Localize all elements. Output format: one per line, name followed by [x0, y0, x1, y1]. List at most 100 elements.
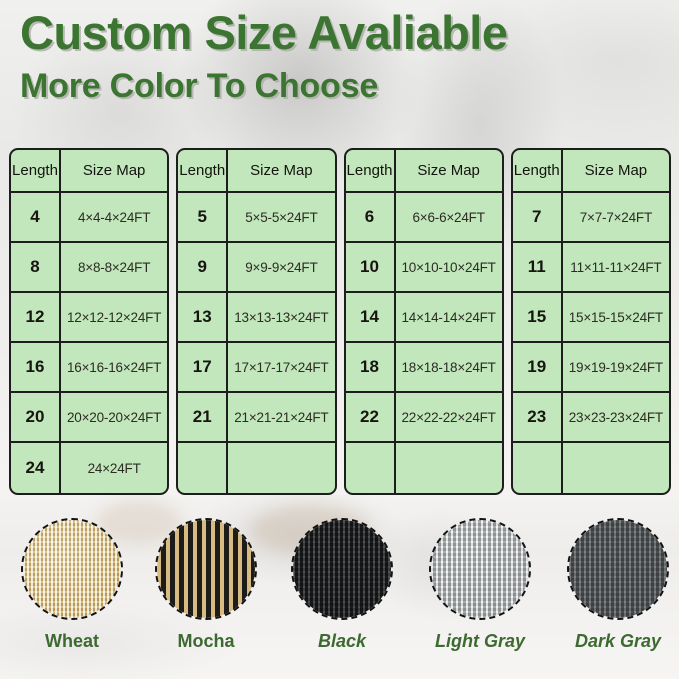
cell-size-map: 9×9-9×24FT: [245, 259, 318, 275]
table-row: 23 23×23-23×24FT: [512, 393, 669, 443]
column-header-length: Length: [178, 150, 229, 191]
table-row: 8 8×8-8×24FT: [11, 243, 168, 293]
cell-size-map: 10×10-10×24FT: [401, 259, 496, 275]
table-row: [346, 443, 502, 493]
size-table: Length Size Map 4 4×4-4×24FT 8 8×8-8×24FT 12 12…: [9, 148, 170, 495]
swatch-circle[interactable]: [21, 518, 123, 620]
color-swatch-item[interactable]: Dark Gray: [548, 518, 679, 652]
fabric-texture-icon: [569, 520, 667, 618]
cell-size-map: [563, 443, 669, 493]
cell-length: [178, 443, 229, 493]
fabric-texture-icon: [431, 520, 529, 618]
cell-length: 24: [11, 443, 61, 493]
size-table: Length Size Map 6 6×6-6×24FT 10 10×10-10×24FT…: [343, 148, 504, 495]
page-subtitle: More Color To Choose: [20, 66, 379, 105]
table-header-row: Length Size Map: [512, 150, 669, 193]
cell-size-map: [228, 443, 334, 493]
cell-length: 8: [11, 243, 61, 291]
cell-size-map: 17×17-17×24FT: [234, 359, 329, 375]
cell-length: 19: [513, 343, 563, 391]
headings-block: Custom Size Avaliable More Color To Choo…: [20, 6, 508, 107]
color-swatch-item[interactable]: Light Gray: [410, 518, 550, 652]
cell-size-map: 19×19-19×24FT: [568, 359, 663, 375]
cell-length: 6: [346, 193, 396, 241]
table-header-row: Length Size Map: [11, 150, 168, 193]
swatch-label: Dark Gray: [574, 631, 662, 651]
swatch-label: Light Gray: [434, 631, 525, 651]
cell-length: [513, 443, 563, 493]
table-row: 20 20×20-20×24FT: [11, 393, 168, 443]
table-row: 18 18×18-18×24FT: [345, 343, 502, 393]
swatch-label: Mocha: [177, 631, 235, 651]
table-row: [513, 443, 669, 493]
table-row: 13 13×13-13×24FT: [178, 293, 335, 343]
cell-size-map: 13×13-13×24FT: [234, 309, 329, 325]
color-swatch-item[interactable]: Black: [272, 518, 412, 652]
color-swatch-item[interactable]: Wheat: [2, 518, 142, 652]
cell-length: [346, 443, 396, 493]
fabric-texture-icon: [293, 520, 391, 618]
table-row: 11 11×11-11×24FT: [512, 243, 669, 293]
cell-size-map: 15×15-15×24FT: [568, 309, 663, 325]
cell-size-map: 22×22-22×24FT: [401, 409, 496, 425]
cell-size-map: 14×14-14×24FT: [401, 309, 496, 325]
column-header-length: Length: [11, 150, 61, 191]
cell-size-map: 12×12-12×24FT: [67, 309, 162, 325]
swatch-circle[interactable]: [291, 518, 393, 620]
table-row: 12 12×12-12×24FT: [11, 293, 168, 343]
cell-length: 9: [178, 243, 229, 291]
cell-length: 11: [513, 243, 563, 291]
page-title: Custom Size Avaliable: [20, 6, 508, 59]
color-swatch-item[interactable]: Mocha: [136, 518, 276, 652]
swatch-circle[interactable]: [429, 518, 531, 620]
table-header-row: Length Size Map: [345, 150, 502, 193]
swatch-label: Wheat: [45, 631, 99, 651]
column-header-size-map: Size Map: [82, 162, 146, 179]
cell-size-map: 4×4-4×24FT: [77, 209, 151, 225]
swatch-circle[interactable]: [155, 518, 257, 620]
cell-length: 14: [346, 293, 396, 341]
cell-size-map: 6×6-6×24FT: [412, 209, 485, 225]
cell-size-map: 21×21-21×24FT: [234, 409, 329, 425]
cell-size-map: 16×16-16×24FT: [67, 359, 162, 375]
fabric-texture-icon: [157, 520, 255, 618]
size-table: Length Size Map 7 7×7-7×24FT 11 11×11-11×24FT…: [510, 148, 671, 495]
cell-length: 22: [346, 393, 396, 441]
fabric-texture-icon: [23, 520, 121, 618]
cell-size-map: [396, 443, 502, 493]
table-row: 5 5×5-5×24FT: [178, 193, 335, 243]
cell-length: 15: [513, 293, 563, 341]
swatch-label: Black: [317, 631, 367, 651]
cell-size-map: 8×8-8×24FT: [77, 259, 151, 275]
cell-length: 13: [178, 293, 229, 341]
table-row: 6 6×6-6×24FT: [345, 193, 502, 243]
table-row: 16 16×16-16×24FT: [11, 343, 168, 393]
cell-length: 16: [11, 343, 61, 391]
cell-length: 23: [513, 393, 563, 441]
cell-size-map: 18×18-18×24FT: [401, 359, 496, 375]
cell-size-map: 11×11-11×24FT: [570, 259, 662, 275]
table-header-row: Length Size Map: [178, 150, 335, 193]
color-swatches-row: Wheat Mocha Black Light Gray Dark Gray: [0, 518, 679, 679]
table-row: 15 15×15-15×24FT: [512, 293, 669, 343]
cell-size-map: 23×23-23×24FT: [568, 409, 663, 425]
cell-size-map: 5×5-5×24FT: [245, 209, 318, 225]
column-header-size-map: Size Map: [417, 162, 480, 179]
cell-size-map: 20×20-20×24FT: [67, 409, 162, 425]
column-header-size-map: Size Map: [584, 162, 648, 179]
column-header-length: Length: [346, 150, 396, 191]
cell-size-map: 24×24FT: [87, 460, 141, 476]
table-row: 19 19×19-19×24FT: [512, 343, 669, 393]
column-header-length: Length: [513, 150, 563, 191]
column-header-size-map: Size Map: [250, 162, 313, 179]
table-row: 14 14×14-14×24FT: [345, 293, 502, 343]
cell-size-map: 7×7-7×24FT: [579, 209, 653, 225]
table-row: 4 4×4-4×24FT: [11, 193, 168, 243]
table-row: 7 7×7-7×24FT: [512, 193, 669, 243]
cell-length: 5: [178, 193, 229, 241]
cell-length: 12: [11, 293, 61, 341]
cell-length: 20: [11, 393, 61, 441]
size-tables-row: Length Size Map 4 4×4-4×24FT 8 8×8-8×24FT 12 12…: [9, 148, 671, 495]
swatch-circle[interactable]: [567, 518, 669, 620]
